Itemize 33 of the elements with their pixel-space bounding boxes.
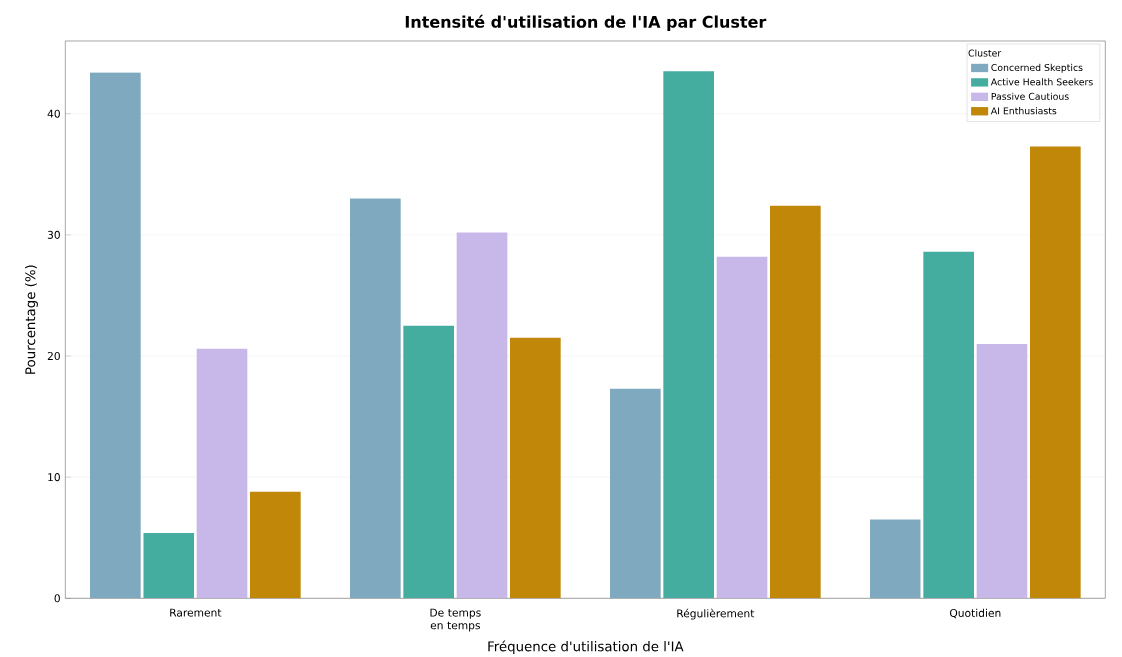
bar — [716, 256, 768, 599]
y-tick-label: 40 — [47, 109, 60, 118]
bar — [250, 491, 301, 599]
bar — [143, 532, 195, 599]
bar — [923, 251, 974, 599]
y-tick-label: 30 — [47, 230, 60, 239]
bar — [770, 205, 821, 599]
legend-label: Concerned Skeptics — [991, 63, 1083, 73]
legend-label: AI Enthusiasts — [990, 107, 1057, 115]
bar — [870, 519, 921, 599]
bar — [976, 343, 1028, 599]
x-tick-label: De temps en temps — [430, 608, 481, 632]
y-tick-label: 10 — [48, 473, 60, 482]
y-tick-label: 0 — [54, 594, 60, 603]
x-axis-title: Fréquence d'utilisation de l'IA — [488, 640, 684, 654]
bar — [1029, 146, 1081, 599]
chart-title: Intensité d'utilisation de l'IA par Cluster — [405, 14, 767, 31]
x-tick-label: Rarement — [170, 608, 222, 617]
bar — [663, 71, 714, 599]
bar — [610, 388, 661, 599]
bar — [90, 72, 141, 599]
bar — [350, 198, 401, 599]
x-tick-label: Régulièrement — [677, 608, 755, 620]
bar — [196, 348, 248, 599]
y-axis-title: Pourcentage (%) — [25, 265, 38, 374]
x-tick-label: Quotidien — [950, 608, 1001, 619]
bar — [456, 232, 508, 599]
bar — [403, 325, 454, 599]
bar — [510, 337, 561, 599]
legend-label: Passive Cautious — [991, 92, 1069, 100]
legend-label: Active Health Seekers — [990, 78, 1093, 86]
legend-title: Cluster — [968, 49, 1002, 57]
y-tick-label: 20 — [47, 351, 60, 361]
